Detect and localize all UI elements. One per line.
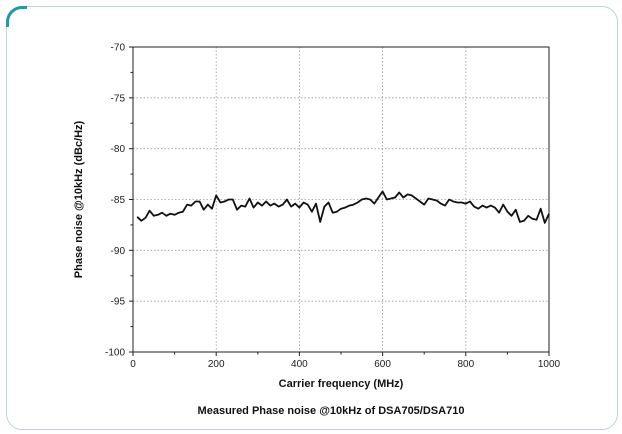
chart-card [6,6,618,430]
series-line-phase-noise [136,190,550,224]
x-tick-label: 400 [291,359,308,370]
chart-caption: Measured Phase noise @10kHz of DSA705/DS… [198,405,465,417]
x-tick-label: 200 [208,359,225,370]
x-tick-label: 1000 [538,359,561,370]
x-tick-label: 800 [457,359,474,370]
y-axis-title: Phase noise @10kHz (dBc/Hz) [73,120,85,278]
y-tick-label: -85 [111,195,126,206]
card-accent-corner [6,6,27,27]
y-tick-label: -100 [105,348,125,359]
y-tick-label: -95 [111,297,126,308]
y-tick-label: -70 [111,43,126,54]
x-axis-title: Carrier frequency (MHz) [279,378,404,390]
y-tick-label: -90 [111,246,126,257]
y-tick-label: -75 [111,93,126,104]
x-tick-label: 0 [130,359,136,370]
x-tick-label: 600 [374,359,391,370]
axis-ticks: 0 200 400 600 800 1000 -70 -75 -80 -85 -90 -95 -100 [105,43,561,371]
y-tick-label: -80 [111,144,126,155]
grid [133,47,549,352]
